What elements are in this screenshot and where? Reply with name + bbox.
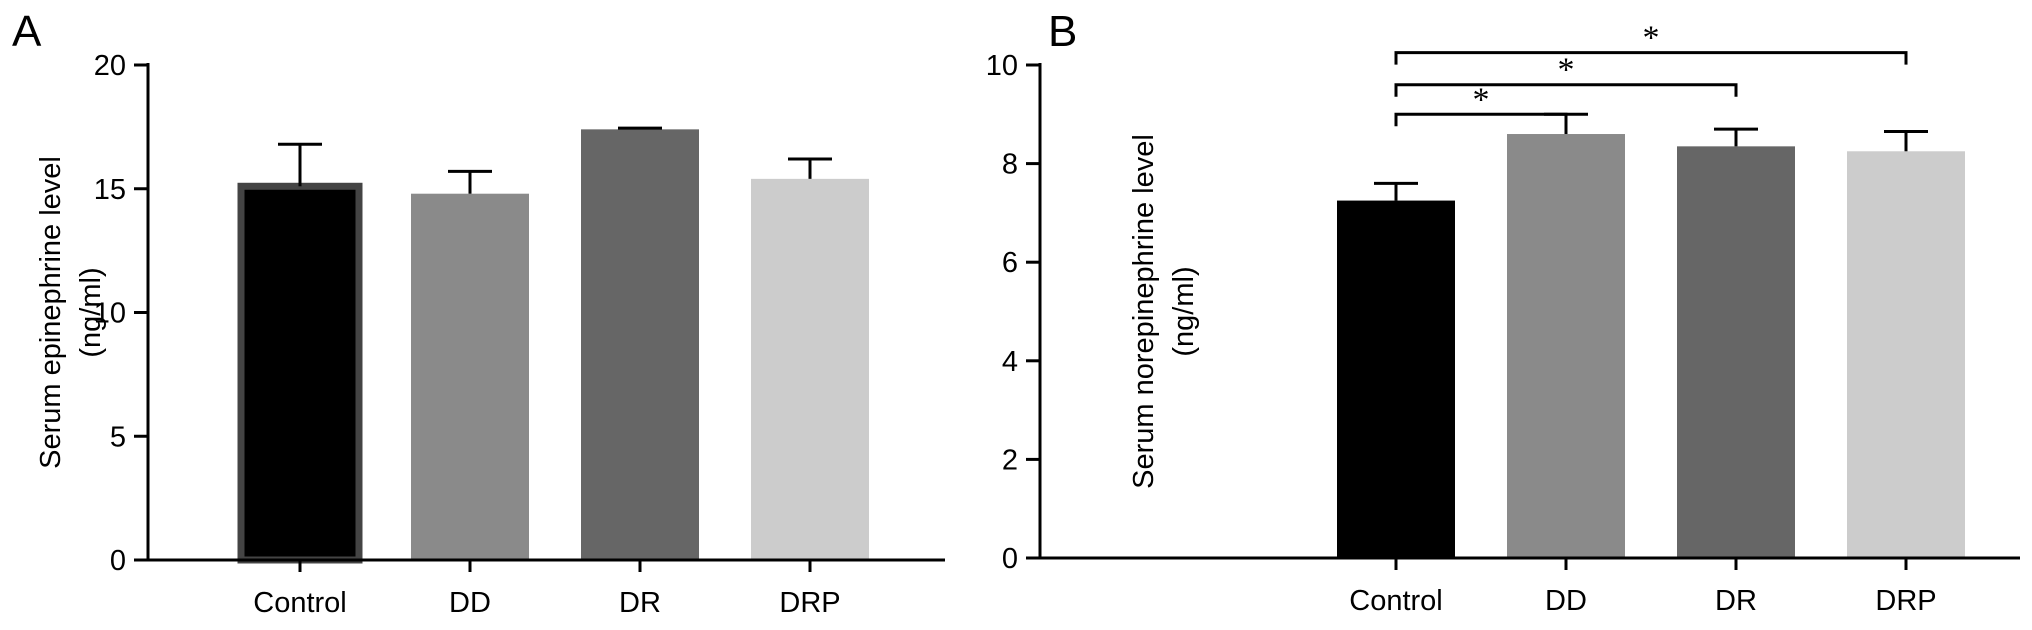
bar-dd [1507, 134, 1625, 558]
x-tick-label: DRP [779, 587, 840, 619]
bar-control [1337, 200, 1455, 558]
bar-dr [1677, 146, 1795, 558]
y-tick-label: 4 [1002, 346, 1018, 378]
y-tick-label: 15 [94, 174, 126, 206]
x-tick-label: DR [619, 587, 661, 619]
x-tick-label: DD [1545, 585, 1587, 617]
x-tick-label: DD [449, 587, 491, 619]
y-tick-label: 0 [110, 545, 126, 577]
x-tick-label: DRP [1875, 585, 1936, 617]
significance-bracket [1394, 51, 1908, 65]
significance-bracket [1394, 83, 1738, 97]
x-tick-label: Control [253, 587, 347, 619]
panel-letter: B [1048, 7, 1077, 56]
y-tick-label: 2 [1002, 444, 1018, 476]
bar-dd [411, 193, 529, 560]
panel-letter: A [12, 7, 42, 56]
y-axis-unit: (ng/ml) [1168, 266, 1200, 356]
y-tick-label: 8 [1002, 149, 1018, 181]
y-tick-label: 5 [110, 421, 126, 453]
y-tick-label: 6 [1002, 247, 1018, 279]
y-axis-title: Serum epinephrine level [35, 156, 67, 469]
y-axis-unit: (ng/ml) [75, 267, 107, 357]
bar-dr [581, 129, 699, 560]
bar-control [237, 182, 363, 564]
bar-drp [1847, 151, 1965, 558]
significance-star: * [1643, 20, 1660, 57]
y-tick-label: 10 [94, 298, 126, 330]
x-tick-label: Control [1349, 585, 1443, 617]
y-tick-label: 20 [94, 50, 126, 82]
significance-bracket [1394, 112, 1568, 127]
x-tick-label: DR [1715, 585, 1757, 617]
significance-star: * [1473, 81, 1490, 118]
y-tick-label: 0 [1002, 543, 1018, 575]
bar-drp [751, 178, 869, 560]
significance-star: * [1558, 52, 1575, 89]
y-tick-label: 10 [986, 50, 1018, 82]
y-axis-title: Serum norepinephrine level [1128, 134, 1160, 489]
